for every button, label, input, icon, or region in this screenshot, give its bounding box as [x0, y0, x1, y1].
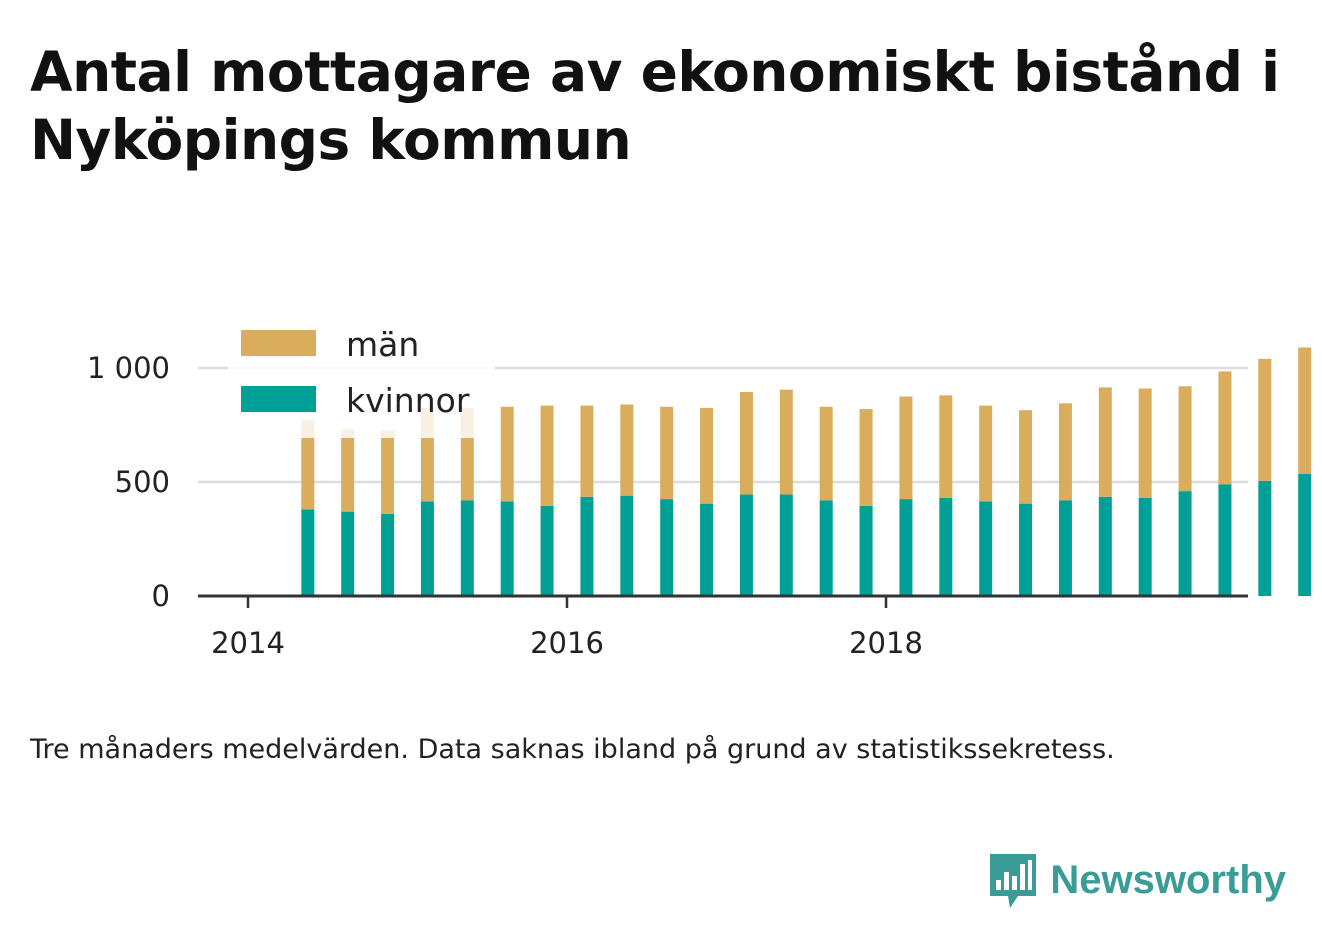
- bar-man: [1019, 410, 1033, 504]
- bar-man: [1098, 387, 1112, 497]
- bar-kvinnor: [1138, 497, 1152, 596]
- bar-man: [1178, 386, 1192, 492]
- bar-kvinnor: [979, 501, 993, 596]
- bar-man: [1298, 347, 1312, 475]
- bar-man: [341, 429, 355, 512]
- bar-kvinnor: [1019, 503, 1033, 596]
- bar-kvinnor: [1258, 480, 1272, 596]
- bar-man: [660, 406, 674, 500]
- bar-kvinnor: [381, 513, 395, 596]
- bar-kvinnor: [779, 494, 793, 596]
- bar-man: [301, 420, 315, 510]
- bar-kvinnor: [660, 499, 674, 596]
- bar-kvinnor: [580, 496, 594, 596]
- bar-kvinnor: [620, 495, 634, 596]
- bar-kvinnor: [420, 501, 434, 596]
- chart-note: Tre månaders medelvärden. Data saknas ib…: [30, 734, 1115, 765]
- chart-title: Antal mottagare av ekonomiskt bistånd i …: [30, 40, 1280, 172]
- bar-kvinnor: [899, 499, 913, 596]
- bar-kvinnor: [859, 505, 873, 596]
- newsworthy-logo-icon: [990, 854, 1037, 908]
- bar-man: [739, 391, 753, 495]
- bar-kvinnor: [1298, 474, 1312, 596]
- newsworthy-logo: Newsworthy: [988, 850, 1286, 910]
- bar-kvinnor: [1098, 496, 1112, 596]
- x-tick-label: 2016: [530, 626, 604, 660]
- bar-man: [899, 396, 913, 500]
- bar-man: [979, 405, 993, 502]
- bar-kvinnor: [460, 500, 474, 596]
- bar-kvinnor: [939, 497, 953, 596]
- bar-kvinnor: [819, 500, 833, 596]
- legend-swatch-men: [241, 330, 316, 356]
- bar-man: [939, 395, 953, 498]
- bar-man: [500, 406, 514, 502]
- y-tick-label: 0: [152, 579, 170, 613]
- legend-swatch-women: [241, 386, 316, 412]
- bar-man: [700, 407, 714, 504]
- bar-kvinnor: [500, 501, 514, 596]
- bar-kvinnor: [341, 511, 355, 596]
- newsworthy-logo-text: Newsworthy: [1050, 857, 1286, 902]
- bars: [301, 347, 1312, 596]
- bar-kvinnor: [1058, 500, 1072, 596]
- bar-man: [1058, 403, 1072, 501]
- bar-man: [580, 405, 594, 497]
- bar-kvinnor: [540, 505, 554, 596]
- bar-man: [859, 409, 873, 506]
- bar-man: [1138, 388, 1152, 498]
- bar-kvinnor: [301, 509, 315, 596]
- x-tick-label: 2014: [211, 626, 285, 660]
- y-tick-label: 1 000: [87, 351, 170, 385]
- bar-kvinnor: [739, 494, 753, 596]
- bar-man: [779, 389, 793, 495]
- bar-man: [540, 405, 554, 506]
- bar-kvinnor: [700, 503, 714, 596]
- legend-label-men: män: [346, 325, 419, 364]
- x-tick-label: 2018: [849, 626, 923, 660]
- y-tick-label: 500: [115, 465, 170, 499]
- legend-label-women: kvinnor: [346, 381, 470, 420]
- bar-kvinnor: [1218, 484, 1232, 596]
- bar-man: [620, 404, 634, 496]
- legend: män kvinnor: [228, 318, 495, 438]
- bar-man: [381, 430, 395, 514]
- bar-man: [819, 406, 833, 501]
- bar-man: [1218, 371, 1232, 485]
- bar-man: [1258, 358, 1272, 481]
- bar-kvinnor: [1178, 491, 1192, 596]
